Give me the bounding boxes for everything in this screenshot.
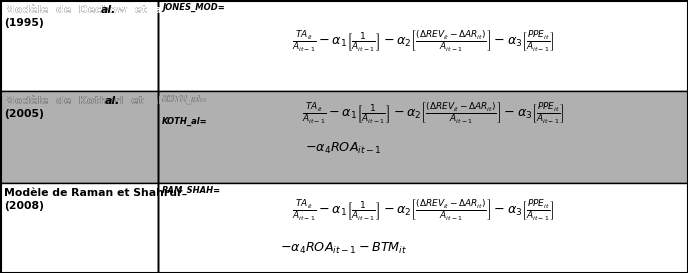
- Text: (1995): (1995): [4, 18, 44, 28]
- Text: Modèle  de  Kothari  et  al.: Modèle de Kothari et al.: [4, 96, 166, 106]
- Text: JONES_MOD=: JONES_MOD=: [162, 3, 225, 12]
- Text: (2005): (2005): [4, 109, 44, 120]
- Text: RAM_SHAH=: RAM_SHAH=: [162, 186, 222, 195]
- Bar: [0, 183, 688, 273]
- Text: $- \alpha_4 ROA_{it-1} - BTM_{it}$: $- \alpha_4 ROA_{it-1} - BTM_{it}$: [279, 241, 407, 256]
- Text: KOTH_al=: KOTH_al=: [162, 117, 208, 126]
- Text: $\frac{TA_{it}}{A_{it-1}} - \alpha_1\left[\frac{1}{A_{it-1}}\right] - \alpha_2\l: $\frac{TA_{it}}{A_{it-1}} - \alpha_1\lef…: [292, 198, 555, 223]
- Text: Modèle  de  Dechow  et  al.: Modèle de Dechow et al.: [4, 5, 170, 15]
- Text: (2008): (2008): [4, 201, 44, 211]
- Bar: [0, 91, 688, 183]
- Text: $- \alpha_4 ROA_{it-1}$: $- \alpha_4 ROA_{it-1}$: [305, 141, 381, 156]
- Text: $\frac{TA_{it}}{A_{it-1}} - \alpha_1\left[\frac{1}{A_{it-1}}\right] - \alpha_2\l: $\frac{TA_{it}}{A_{it-1}} - \alpha_1\lef…: [302, 101, 565, 126]
- Text: Modèle  de  Dechow  et: Modèle de Dechow et: [4, 5, 154, 15]
- Text: KOTH_al=: KOTH_al=: [162, 94, 208, 103]
- Text: al.: al.: [101, 5, 116, 15]
- Text: KOTH_al=: KOTH_al=: [162, 94, 208, 103]
- Text: $\frac{TA_{it}}{A_{it-1}} - \alpha_1\left[\frac{1}{A_{it-1}}\right] - \alpha_2\l: $\frac{TA_{it}}{A_{it-1}} - \alpha_1\lef…: [292, 29, 555, 54]
- Bar: [0, 0, 688, 91]
- Text: al.: al.: [105, 96, 120, 106]
- Text: Modèle de Raman et Shahrur: Modèle de Raman et Shahrur: [4, 188, 182, 198]
- Text: Modèle  de  Kothari  et: Modèle de Kothari et: [4, 96, 151, 106]
